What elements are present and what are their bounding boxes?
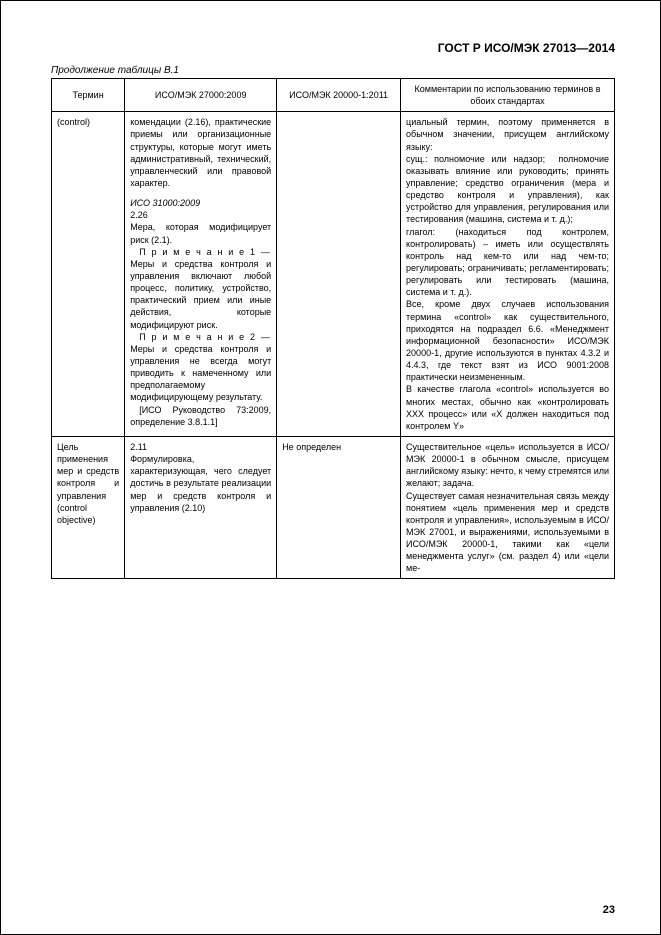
note-2: П р и м е ч а н и е 2 — Меры и средства … bbox=[130, 331, 271, 404]
header-iso20000: ИСО/МЭК 20000-1:2011 bbox=[277, 79, 401, 112]
para: комендации (2.16), практические приемы и… bbox=[130, 116, 271, 189]
table-row: Цель применения мер и средств контроля и… bbox=[52, 436, 615, 579]
para-ref: [ИСО Руководство 73:2009, определение 3.… bbox=[130, 404, 271, 428]
header-iso27000: ИСО/МЭК 27000:2009 bbox=[125, 79, 277, 112]
table-caption: Продолжение таблицы В.1 bbox=[51, 65, 615, 76]
note-1: П р и м е ч а н и е 1 — Меры и средства … bbox=[130, 246, 271, 331]
para-clause: 2.11 bbox=[130, 441, 271, 453]
cell-iso20000: Не определен bbox=[277, 436, 401, 579]
terms-table: Термин ИСО/МЭК 27000:2009 ИСО/МЭК 20000-… bbox=[51, 78, 615, 579]
cell-term: (control) bbox=[52, 112, 125, 437]
header-term: Термин bbox=[52, 79, 125, 112]
para-iso-ref: ИСО 31000:2009 bbox=[130, 197, 271, 209]
para: Мера, которая модифицирует риск (2.1). bbox=[130, 221, 271, 245]
document-code: ГОСТ Р ИСО/МЭК 27013—2014 bbox=[51, 41, 615, 55]
cell-comment: циальный термин, поэтому применяется в о… bbox=[401, 112, 615, 437]
cell-iso27000: комендации (2.16), практические приемы и… bbox=[125, 112, 277, 437]
note-text: Меры и средства контроля и управления вк… bbox=[130, 259, 271, 330]
table-row: (control) комендации (2.16), практически… bbox=[52, 112, 615, 437]
cell-comment: Существительное «цель» используется в ИС… bbox=[401, 436, 615, 579]
para: Формулировка, характеризующая, чего след… bbox=[130, 453, 271, 514]
page-number: 23 bbox=[603, 904, 615, 916]
header-comment: Комментарии по использованию терминов в … bbox=[401, 79, 615, 112]
cell-iso20000 bbox=[277, 112, 401, 437]
note-label: П р и м е ч а н и е 1 — bbox=[139, 247, 271, 257]
note-text: Меры и средства контроля и управления не… bbox=[130, 344, 271, 403]
page-container: ГОСТ Р ИСО/МЭК 27013—2014 Продолжение та… bbox=[0, 0, 661, 935]
note-label: П р и м е ч а н и е 2 — bbox=[139, 332, 271, 342]
table-header-row: Термин ИСО/МЭК 27000:2009 ИСО/МЭК 20000-… bbox=[52, 79, 615, 112]
cell-term: Цель применения мер и средств контроля и… bbox=[52, 436, 125, 579]
cell-iso27000: 2.11 Формулировка, характеризующая, чего… bbox=[125, 436, 277, 579]
para-clause: 2.26 bbox=[130, 209, 271, 221]
